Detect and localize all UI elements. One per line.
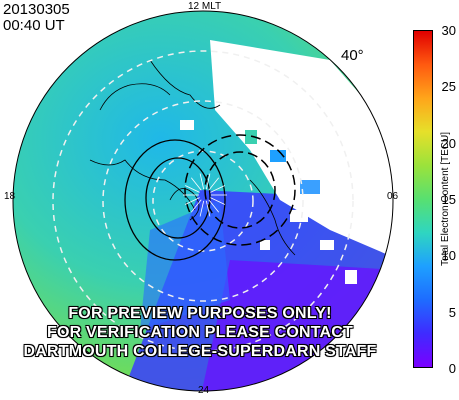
velocity-vector bbox=[190, 177, 202, 191]
velocity-vector bbox=[185, 185, 200, 193]
data-pixel bbox=[290, 210, 308, 222]
mlt-label-right: 06 bbox=[387, 191, 399, 202]
velocity-vector bbox=[185, 197, 200, 205]
data-pixel bbox=[300, 180, 320, 194]
colorbar-tick-label: 30 bbox=[441, 23, 456, 38]
velocity-vector bbox=[199, 200, 205, 217]
colorbar-title: Total Electron Content [TECU] bbox=[440, 132, 451, 266]
data-pixel bbox=[260, 240, 270, 250]
watermark-line-1: FOR PREVIEW PURPOSES ONLY! bbox=[68, 305, 332, 322]
data-pixel bbox=[345, 270, 357, 284]
data-pixel bbox=[355, 220, 371, 232]
data-pixel bbox=[270, 150, 286, 162]
data-pixel bbox=[330, 190, 344, 206]
colorbar-tick-label: 0 bbox=[448, 361, 456, 376]
colorbar-tick-label: 25 bbox=[441, 79, 456, 95]
watermark-line-2: FOR VERIFICATION PLEASE CONTACT bbox=[46, 324, 354, 341]
velocity-vector bbox=[199, 173, 205, 190]
velocity-vector bbox=[190, 199, 202, 213]
data-pixel bbox=[180, 120, 194, 130]
coastline bbox=[89, 159, 196, 211]
data-pixel bbox=[230, 110, 244, 120]
colorbar-tick-label: 20 bbox=[441, 135, 456, 151]
time-label: 00:40 UT bbox=[3, 17, 65, 34]
convection-contour bbox=[145, 157, 211, 239]
colorbar-tick-label: 5 bbox=[448, 304, 456, 320]
colorbar-tick-label: 15 bbox=[441, 192, 456, 207]
velocity-vector bbox=[210, 185, 225, 193]
latitude-circle bbox=[52, 50, 354, 352]
latitude-circle bbox=[102, 100, 304, 302]
mlt-label-bottom: 24 bbox=[198, 385, 210, 396]
mlt-label-top: 12 MLT bbox=[188, 1, 222, 12]
velocity-vector bbox=[210, 197, 225, 205]
coastline bbox=[149, 59, 221, 109]
latitude-label: 40° bbox=[341, 47, 364, 64]
watermark-line-3: DARTMOUTH COLLEGE-SUPERDARN STAFF bbox=[23, 343, 377, 360]
colorbar bbox=[413, 30, 433, 368]
velocity-vector bbox=[205, 173, 211, 190]
colorbar-tick-label: 10 bbox=[441, 248, 456, 264]
convection-contour bbox=[124, 139, 226, 261]
coastline bbox=[99, 83, 171, 111]
map-boundary bbox=[12, 10, 394, 392]
velocity-vector bbox=[208, 199, 220, 213]
convection-contour bbox=[184, 134, 296, 246]
data-pixel bbox=[245, 130, 257, 144]
date-label: 20130305 bbox=[3, 1, 70, 18]
data-pixel bbox=[320, 240, 334, 250]
velocity-vector bbox=[205, 200, 211, 217]
mlt-label-left: 18 bbox=[4, 191, 16, 202]
velocity-vector bbox=[208, 177, 220, 191]
coastline bbox=[249, 179, 296, 256]
convection-contour bbox=[204, 151, 276, 229]
